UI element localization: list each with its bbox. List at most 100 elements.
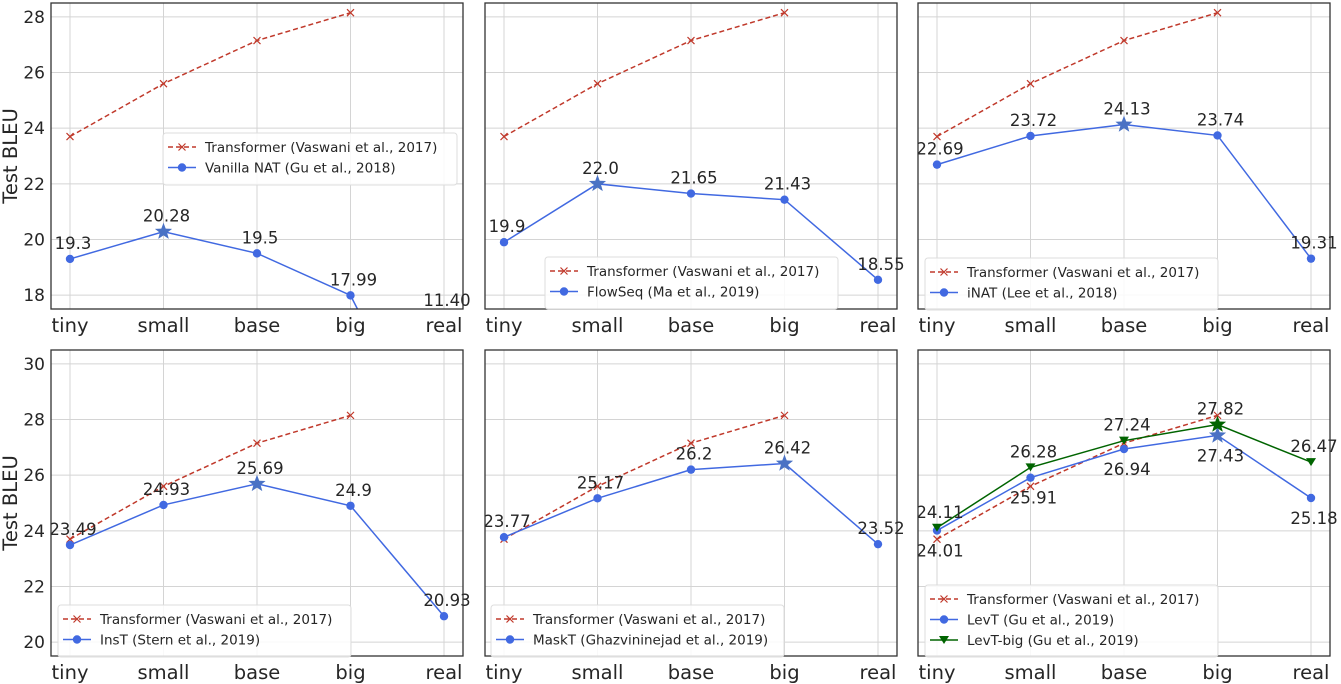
- legend-entry: Transformer (Vaswani et al., 2017): [930, 592, 1199, 608]
- data-value-label: 26.42: [764, 438, 811, 457]
- data-value-label: 22.0: [582, 159, 619, 178]
- x-tick-label: small: [1005, 661, 1057, 684]
- star-marker: [154, 222, 173, 239]
- x-marker: [66, 535, 74, 544]
- x-tick-label: base: [668, 661, 714, 684]
- x-marker: [66, 132, 74, 141]
- circle-marker: [439, 612, 449, 621]
- legend-label: Transformer (Vaswani et al., 2017): [966, 592, 1199, 608]
- y-tick-label: 28: [23, 8, 45, 28]
- x-tick-label: base: [668, 314, 714, 337]
- y-tick-label: 18: [23, 286, 45, 306]
- x-tick-label: big: [769, 314, 799, 337]
- x-tick-label: tiny: [919, 661, 956, 684]
- x-tick-label: tiny: [52, 314, 89, 337]
- x-marker: [780, 411, 789, 420]
- series-line: [66, 411, 355, 544]
- data-labels: 19.3 20.28 19.5 17.99 11.40: [55, 207, 471, 310]
- legend-circle-icon: [177, 163, 187, 172]
- plot-area: [499, 8, 883, 284]
- x-tick-label: base: [1101, 661, 1147, 684]
- x-marker: [1120, 36, 1128, 45]
- circle-marker: [780, 195, 789, 204]
- x-marker: [1213, 8, 1222, 17]
- x-tick-label: small: [138, 661, 190, 684]
- circle-marker: [346, 501, 355, 510]
- legend: Transformer (Vaswani et al., 2017) FlowSe…: [544, 256, 839, 310]
- legend-label: Transformer (Vaswani et al., 2017): [532, 612, 765, 628]
- series-line: [65, 222, 359, 309]
- data-labels: 19.9 22.0 21.65 21.43 18.55: [489, 159, 905, 274]
- legend-entry: InsT (Stern et al., 2019): [63, 633, 260, 649]
- legend: Transformer (Vaswani et al., 2017) MaskT …: [490, 604, 785, 658]
- data-value-label: 24.11: [916, 503, 963, 522]
- x-tick-label: big: [1202, 314, 1232, 337]
- legend: Transformer (Vaswani et al., 2017) LevT (…: [924, 584, 1219, 658]
- data-value-label: 25.17: [577, 473, 624, 492]
- circle-marker: [65, 254, 75, 264]
- series-line: [500, 8, 789, 141]
- legend-label: Transformer (Vaswani et al., 2017): [586, 264, 819, 280]
- legend-entry: Transformer (Vaswani et al., 2017): [496, 612, 765, 628]
- circle-marker: [873, 539, 883, 549]
- legend-entry: LevT-big (Gu et al., 2019): [930, 633, 1139, 649]
- x-marker: [933, 132, 941, 141]
- x-tick-label: real: [426, 314, 463, 337]
- data-value-label: 19.9: [489, 217, 526, 236]
- x-marker: [346, 411, 355, 420]
- circle-marker: [1213, 131, 1222, 140]
- data-value-label: 26.94: [1103, 460, 1150, 479]
- triangle-marker: [932, 523, 942, 532]
- data-value-label: 25.69: [236, 459, 283, 478]
- x-tick-label: real: [860, 314, 897, 337]
- circle-marker: [1306, 493, 1316, 503]
- triangle-marker: [1306, 458, 1316, 467]
- plot-area: [499, 411, 883, 549]
- data-value-label: 26.2: [676, 445, 713, 464]
- x-marker: [253, 36, 261, 45]
- x-marker: [593, 79, 602, 88]
- x-tick-label: small: [138, 314, 190, 337]
- x-marker: [687, 439, 695, 448]
- x-marker: [1213, 411, 1222, 420]
- legend-entry: Vanilla NAT (Gu et al., 2018): [168, 161, 396, 177]
- y-axis-label: Test BLEU: [0, 108, 22, 204]
- legend-label: Vanilla NAT (Gu et al., 2018): [205, 161, 396, 177]
- legend-x-icon: [560, 267, 568, 275]
- data-value-label: 21.43: [764, 175, 811, 194]
- circle-marker: [873, 275, 883, 284]
- star-marker: [775, 454, 794, 471]
- x-tick-label: big: [769, 661, 799, 684]
- x-tick-label: base: [1101, 314, 1147, 337]
- data-value-label: 24.13: [1103, 100, 1150, 119]
- y-tick-label: 30: [23, 355, 45, 375]
- legend-triangle-icon: [939, 636, 949, 644]
- data-value-label: 18.55: [857, 255, 904, 274]
- legend-entry: MaskT (Ghazvininejad et al., 2019): [496, 633, 768, 649]
- data-value-label: 23.77: [483, 512, 530, 531]
- legend-label: InsT (Stern et al., 2019): [100, 633, 260, 649]
- legend-entry: Transformer (Vaswani et al., 2017): [168, 140, 437, 156]
- data-value-label: 24.9: [335, 481, 372, 500]
- circle-marker: [1119, 444, 1129, 454]
- circle-marker: [499, 238, 509, 247]
- series-line: [932, 415, 1316, 532]
- legend-circle-icon: [559, 287, 569, 296]
- legend-circle-icon: [505, 635, 515, 644]
- gridlines: [51, 350, 463, 656]
- chart-panel-inat: tiny small base big real 22.69 23.72 24.13 23.74…: [916, 2, 1338, 337]
- data-value-label: 20.28: [143, 207, 190, 226]
- data-value-label: 25.91: [1010, 489, 1057, 508]
- data-labels: 23.77 25.17 26.2 26.42 23.52: [483, 438, 904, 538]
- x-marker: [159, 482, 168, 491]
- legend-label: iNAT (Lee et al., 2018): [967, 286, 1117, 302]
- data-value-label: 19.3: [55, 234, 92, 253]
- x-tick-label: real: [1293, 314, 1330, 337]
- data-value-label: 27.43: [1197, 446, 1244, 465]
- x-tick-label: tiny: [486, 314, 523, 337]
- legend-label: FlowSeq (Ma et al., 2019): [587, 285, 759, 301]
- x-marker: [1026, 482, 1035, 491]
- data-value-label: 17.99: [330, 270, 377, 289]
- star-marker: [1208, 415, 1227, 432]
- circle-marker: [65, 540, 75, 550]
